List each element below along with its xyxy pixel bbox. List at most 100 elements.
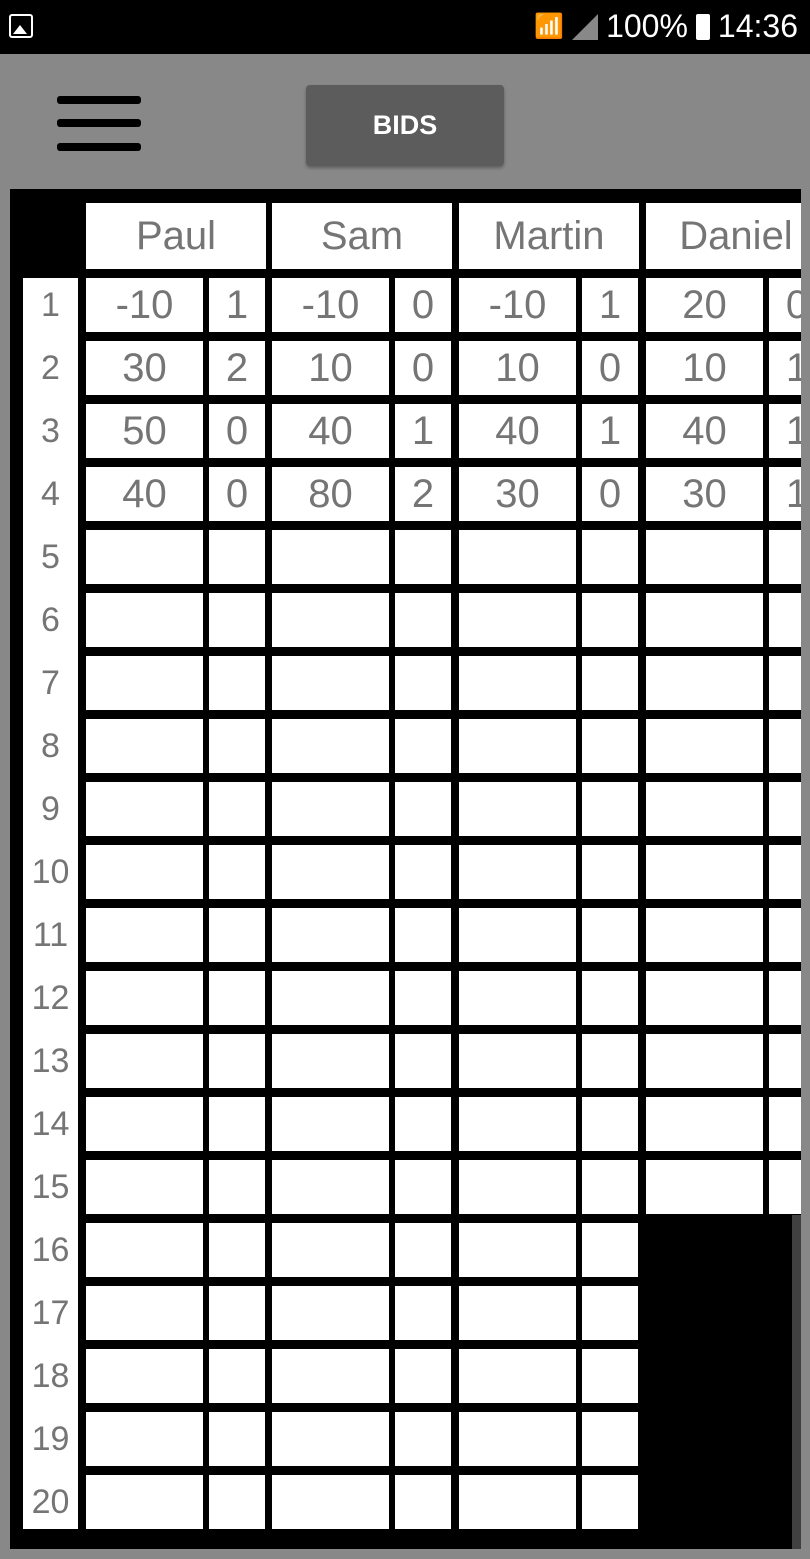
score-cell[interactable]: 50 — [86, 404, 203, 458]
score-cell[interactable]: 40 — [272, 404, 389, 458]
score-cell[interactable] — [459, 719, 576, 773]
bid-cell[interactable] — [209, 656, 265, 710]
score-cell[interactable] — [646, 719, 763, 773]
bids-button[interactable]: BIDS — [306, 85, 504, 166]
bid-cell[interactable] — [582, 719, 638, 773]
bid-cell[interactable] — [769, 845, 801, 899]
score-cell[interactable] — [459, 908, 576, 962]
score-cell[interactable]: 40 — [646, 404, 763, 458]
bid-cell[interactable]: 0 — [769, 278, 801, 332]
score-cell[interactable] — [459, 1097, 576, 1151]
score-cell[interactable] — [86, 593, 203, 647]
bid-cell[interactable] — [582, 656, 638, 710]
bid-cell[interactable] — [395, 1475, 451, 1529]
bid-cell[interactable] — [769, 1160, 801, 1214]
score-cell[interactable] — [646, 782, 763, 836]
bid-cell[interactable] — [769, 782, 801, 836]
score-cell[interactable] — [459, 1223, 576, 1277]
score-cell[interactable]: 40 — [459, 404, 576, 458]
score-cell[interactable] — [86, 1475, 203, 1529]
score-cell[interactable] — [459, 1160, 576, 1214]
score-cell[interactable] — [272, 530, 389, 584]
score-cell[interactable]: 30 — [459, 467, 576, 521]
bid-cell[interactable] — [582, 1160, 638, 1214]
score-cell[interactable]: 10 — [272, 341, 389, 395]
score-cell[interactable] — [459, 1286, 576, 1340]
score-cell[interactable] — [86, 1349, 203, 1403]
bid-cell[interactable] — [769, 593, 801, 647]
bid-cell[interactable] — [582, 971, 638, 1025]
bid-cell[interactable] — [395, 530, 451, 584]
bid-cell[interactable] — [582, 1097, 638, 1151]
score-cell[interactable] — [459, 971, 576, 1025]
bid-cell[interactable] — [395, 1286, 451, 1340]
score-cell[interactable] — [646, 1160, 763, 1214]
score-cell[interactable] — [459, 782, 576, 836]
bid-cell[interactable] — [582, 1034, 638, 1088]
bid-cell[interactable] — [582, 530, 638, 584]
score-cell[interactable] — [646, 593, 763, 647]
score-cell[interactable] — [272, 908, 389, 962]
bid-cell[interactable] — [395, 1223, 451, 1277]
bid-cell[interactable] — [582, 845, 638, 899]
bid-cell[interactable] — [769, 530, 801, 584]
bid-cell[interactable]: 0 — [582, 341, 638, 395]
bid-cell[interactable] — [582, 1286, 638, 1340]
bid-cell[interactable] — [395, 1160, 451, 1214]
bid-cell[interactable] — [209, 1223, 265, 1277]
score-cell[interactable] — [86, 1034, 203, 1088]
score-cell[interactable] — [272, 1412, 389, 1466]
bid-cell[interactable] — [769, 1034, 801, 1088]
score-cell[interactable]: 30 — [646, 467, 763, 521]
bid-cell[interactable] — [209, 530, 265, 584]
bid-cell[interactable] — [395, 845, 451, 899]
bid-cell[interactable] — [582, 1412, 638, 1466]
scrollbar[interactable] — [792, 1215, 801, 1549]
bid-cell[interactable] — [395, 1097, 451, 1151]
score-cell[interactable]: 40 — [86, 467, 203, 521]
bid-cell[interactable] — [209, 1412, 265, 1466]
score-cell[interactable] — [459, 1412, 576, 1466]
score-cell[interactable] — [459, 1475, 576, 1529]
score-cell[interactable] — [646, 971, 763, 1025]
score-cell[interactable] — [86, 1412, 203, 1466]
score-cell[interactable]: 20 — [646, 278, 763, 332]
bid-cell[interactable]: 1 — [769, 467, 801, 521]
score-cell[interactable] — [86, 656, 203, 710]
bid-cell[interactable] — [209, 1349, 265, 1403]
bid-cell[interactable]: 0 — [582, 467, 638, 521]
score-cell[interactable] — [272, 845, 389, 899]
bid-cell[interactable] — [209, 1097, 265, 1151]
score-cell[interactable] — [272, 1286, 389, 1340]
score-cell[interactable] — [86, 1286, 203, 1340]
score-cell[interactable]: 10 — [459, 341, 576, 395]
score-cell[interactable] — [272, 1349, 389, 1403]
bid-cell[interactable] — [582, 1349, 638, 1403]
score-cell[interactable] — [86, 971, 203, 1025]
bid-cell[interactable]: 1 — [582, 404, 638, 458]
bid-cell[interactable] — [209, 1475, 265, 1529]
bid-cell[interactable]: 2 — [209, 341, 265, 395]
bid-cell[interactable]: 0 — [395, 341, 451, 395]
score-cell[interactable]: -10 — [86, 278, 203, 332]
score-cell[interactable] — [646, 1034, 763, 1088]
bid-cell[interactable]: 1 — [209, 278, 265, 332]
score-cell[interactable]: -10 — [272, 278, 389, 332]
bid-cell[interactable] — [582, 1475, 638, 1529]
score-cell[interactable] — [86, 1097, 203, 1151]
bid-cell[interactable] — [209, 1160, 265, 1214]
player-header[interactable]: Daniel — [646, 203, 801, 269]
score-cell[interactable] — [272, 719, 389, 773]
bid-cell[interactable] — [395, 908, 451, 962]
bid-cell[interactable] — [582, 593, 638, 647]
score-cell[interactable] — [646, 845, 763, 899]
score-cell[interactable] — [459, 1034, 576, 1088]
bid-cell[interactable]: 1 — [769, 404, 801, 458]
score-cell[interactable] — [646, 530, 763, 584]
score-cell[interactable] — [272, 1160, 389, 1214]
bid-cell[interactable]: 0 — [209, 404, 265, 458]
bid-cell[interactable] — [769, 719, 801, 773]
score-cell[interactable] — [272, 656, 389, 710]
score-cell[interactable] — [86, 1160, 203, 1214]
bid-cell[interactable] — [582, 1223, 638, 1277]
